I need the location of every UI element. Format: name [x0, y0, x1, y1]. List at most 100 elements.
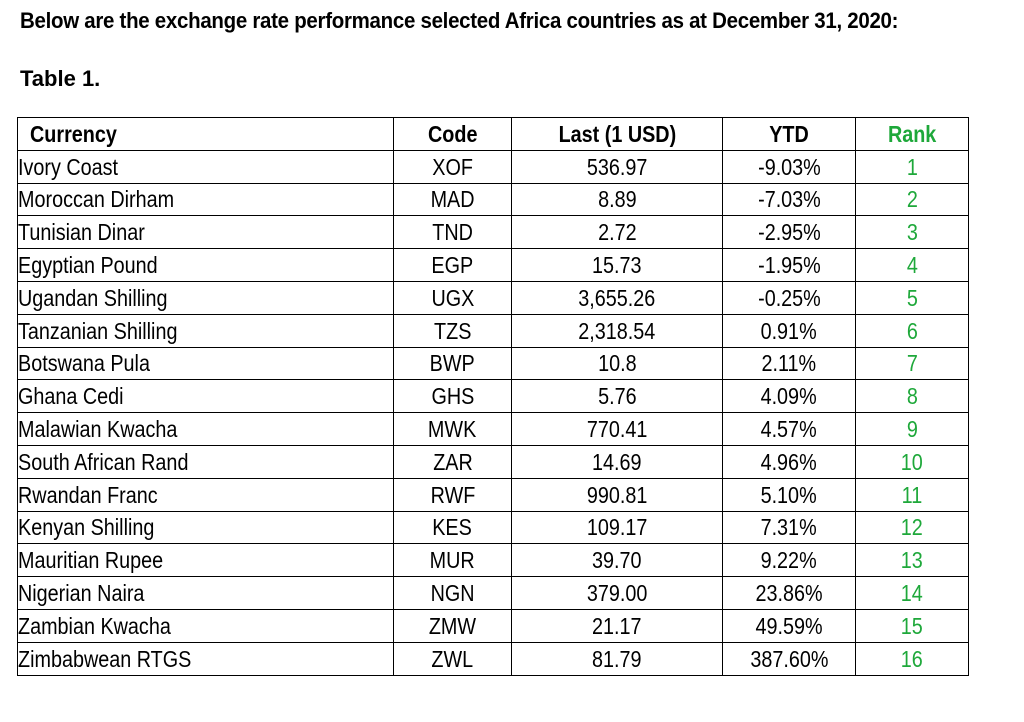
column-header-last: Last (1 USD): [511, 117, 723, 151]
column-header-currency-label: Currency: [30, 120, 117, 147]
code-value: KES: [432, 514, 473, 541]
column-header-last-label: Last (1 USD): [558, 120, 676, 147]
table-row: Tanzanian Shilling TZS 2,318.54 0.91% 6: [17, 313, 969, 348]
cell-rank: 1: [855, 149, 969, 184]
rank-value: 5: [906, 284, 918, 311]
table-row: Rwandan Franc RWF 990.81 5.10% 11: [17, 477, 969, 512]
rank-value: 14: [900, 580, 924, 607]
cell-ytd: 0.91%: [722, 313, 856, 348]
ytd-value: 2.11%: [761, 350, 817, 377]
code-value: RWF: [430, 481, 475, 508]
last-value: 5.76: [597, 383, 637, 410]
cell-last: 39.70: [511, 543, 723, 578]
cell-ytd: 4.09%: [722, 379, 856, 414]
rank-value: 1: [906, 153, 918, 180]
table-row: Malawian Kwacha MWK 770.41 4.57% 9: [17, 412, 969, 446]
cell-last: 21.17: [511, 608, 723, 643]
currency-value: South African Rand: [18, 448, 189, 475]
cell-code: ZMW: [393, 608, 512, 643]
rank-value: 3: [906, 219, 918, 246]
cell-last: 379.00: [511, 576, 723, 610]
rank-value: 2: [906, 186, 918, 213]
cell-last: 5.76: [511, 379, 723, 414]
last-value: 3,655.26: [578, 284, 656, 311]
cell-rank: 7: [855, 346, 969, 381]
ytd-value: 387.60%: [749, 645, 829, 672]
table-row: Kenyan Shilling KES 109.17 7.31% 12: [17, 510, 969, 545]
cell-rank: 10: [855, 444, 969, 479]
ytd-value: -0.25%: [757, 284, 821, 311]
ytd-value: 4.96%: [760, 448, 818, 475]
cell-code: GHS: [393, 379, 512, 414]
cell-ytd: 4.57%: [722, 412, 856, 446]
cell-rank: 5: [855, 280, 969, 315]
cell-code: MWK: [393, 412, 512, 446]
rank-value: 10: [900, 448, 924, 475]
table-row: Ivory Coast XOF 536.97 -9.03% 1: [17, 149, 969, 184]
column-header-code: Code: [393, 117, 512, 151]
rank-value: 7: [906, 350, 918, 377]
cell-rank: 9: [855, 412, 969, 446]
cell-ytd: 23.86%: [722, 576, 856, 610]
cell-currency: Nigerian Naira: [17, 576, 394, 610]
table-body: Ivory Coast XOF 536.97 -9.03% 1 Moroccan Dirh…: [17, 149, 969, 676]
currency-value: Kenyan Shilling: [18, 514, 155, 541]
ytd-value: -1.95%: [757, 252, 821, 279]
cell-code: NGN: [393, 576, 512, 610]
rank-value: 4: [906, 252, 918, 279]
currency-value: Tunisian Dinar: [18, 219, 145, 246]
code-value: NGN: [430, 580, 475, 607]
currency-value: Zambian Kwacha: [18, 612, 171, 639]
last-value: 14.69: [592, 448, 642, 475]
cell-rank: 14: [855, 576, 969, 610]
currency-value: Tanzanian Shilling: [18, 317, 178, 344]
cell-rank: 13: [855, 543, 969, 578]
ytd-value: 23.86%: [755, 580, 823, 607]
cell-last: 3,655.26: [511, 280, 723, 315]
table-row: Nigerian Naira NGN 379.00 23.86% 14: [17, 576, 969, 610]
last-value: 2.72: [597, 219, 637, 246]
column-header-currency: Currency: [17, 117, 394, 151]
page-heading: Below are the exchange rate performance …: [20, 8, 899, 33]
ytd-value: 9.22%: [760, 547, 818, 574]
rank-value: 8: [906, 383, 918, 410]
table-caption: Table 1.: [20, 66, 101, 91]
cell-code: XOF: [393, 149, 512, 184]
cell-currency: Rwandan Franc: [17, 477, 394, 512]
rank-value: 13: [900, 547, 924, 574]
table-row: Zambian Kwacha ZMW 21.17 49.59% 15: [17, 608, 969, 643]
cell-ytd: 9.22%: [722, 543, 856, 578]
last-value: 39.70: [592, 547, 642, 574]
last-value: 990.81: [586, 481, 648, 508]
cell-currency: Mauritian Rupee: [17, 543, 394, 578]
currency-value: Egyptian Pound: [18, 252, 158, 279]
cell-currency: Tunisian Dinar: [17, 215, 394, 250]
exchange-rate-table: Currency Code Last (1 USD) YTD Rank Ivor…: [17, 117, 969, 676]
currency-value: Zimbabwean RTGS: [18, 645, 192, 672]
table-header-row: Currency Code Last (1 USD) YTD Rank: [17, 117, 969, 151]
cell-last: 8.89: [511, 182, 723, 217]
rank-value: 15: [900, 612, 924, 639]
cell-last: 81.79: [511, 641, 723, 676]
cell-currency: Zambian Kwacha: [17, 608, 394, 643]
column-header-rank-label: Rank: [887, 120, 937, 147]
ytd-value: -7.03%: [757, 186, 821, 213]
code-value: ZAR: [432, 448, 473, 475]
rank-value: 6: [906, 317, 918, 344]
cell-currency: South African Rand: [17, 444, 394, 479]
code-value: MAD: [430, 186, 475, 213]
currency-value: Malawian Kwacha: [18, 416, 178, 443]
code-value: XOF: [432, 153, 473, 180]
last-value: 81.79: [592, 645, 642, 672]
cell-currency: Zimbabwean RTGS: [17, 641, 394, 676]
ytd-value: 0.91%: [760, 317, 818, 344]
cell-rank: 3: [855, 215, 969, 250]
code-value: MUR: [429, 547, 476, 574]
cell-ytd: 4.96%: [722, 444, 856, 479]
cell-rank: 8: [855, 379, 969, 414]
cell-currency: Ghana Cedi: [17, 379, 394, 414]
cell-currency: Tanzanian Shilling: [17, 313, 394, 348]
cell-rank: 12: [855, 510, 969, 545]
cell-code: ZWL: [393, 641, 512, 676]
cell-code: MUR: [393, 543, 512, 578]
